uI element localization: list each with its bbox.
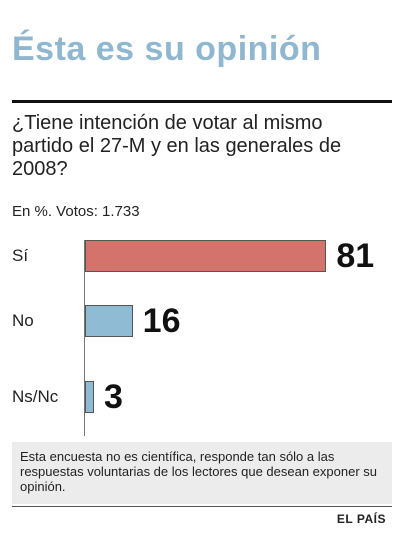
top-divider xyxy=(12,100,392,103)
chart-subtitle: En %. Votos: 1.733 xyxy=(12,203,140,220)
category-label-s: Sí xyxy=(12,246,29,265)
category-label-no: No xyxy=(12,311,34,330)
disclaimer-box xyxy=(12,442,392,504)
bar-ns-nc xyxy=(85,381,94,413)
source-credit: EL PAÍS xyxy=(336,512,386,526)
value-label-ns-nc: 3 xyxy=(103,378,123,416)
value-label-s: 81 xyxy=(336,237,375,275)
value-label-no: 16 xyxy=(142,302,181,340)
bar-s xyxy=(85,240,327,272)
chart-title: Ésta es su opinión xyxy=(12,30,322,68)
disclaimer-text: Esta encuesta no es científica, responde… xyxy=(20,449,377,494)
y-axis-line xyxy=(84,240,85,436)
category-label-ns-nc: Ns/Nc xyxy=(12,387,59,406)
bottom-divider xyxy=(12,506,392,507)
bar-no xyxy=(85,305,133,337)
survey-question: ¿Tiene intención de votar al mismo parti… xyxy=(12,112,342,180)
